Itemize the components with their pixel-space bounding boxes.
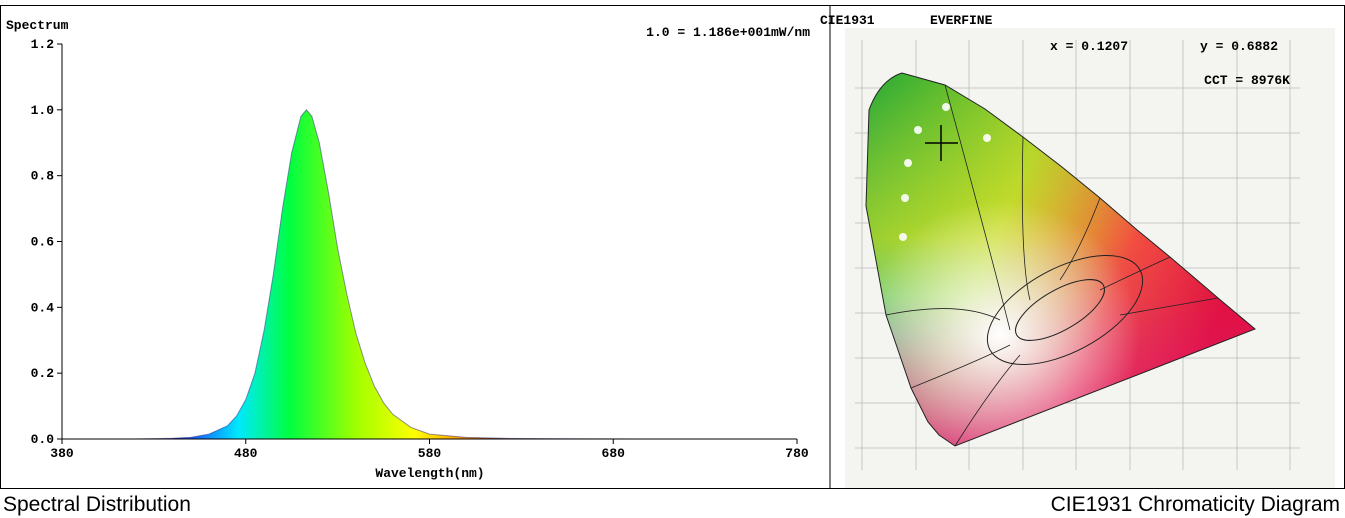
x-coordinate: x = 0.1207	[1050, 39, 1128, 54]
y-tick-label: 0.2	[31, 366, 55, 381]
caption: Spectral Distribution	[3, 493, 191, 516]
spectrum-chart: Spectrum 1.0 = 1.186e+001mW/nm Wavelengt…	[6, 18, 810, 481]
caption: CIE1931 Chromaticity Diagram	[1051, 493, 1340, 516]
x-tick-label: 380	[50, 446, 74, 461]
annotation: 1.0 = 1.186e+001mW/nm	[646, 25, 810, 40]
y-tick-label: 1.0	[31, 103, 55, 118]
cie-title: CIE1931	[820, 13, 875, 28]
x-tick-label: 580	[418, 446, 442, 461]
chromaticity-cross	[925, 125, 958, 161]
y-tick-label: 0.4	[31, 300, 55, 315]
y-coordinate: y = 0.6882	[1200, 39, 1278, 54]
y-tick-label: 0.6	[31, 235, 55, 250]
y-tick-label: 0.8	[31, 169, 55, 184]
cie-panel: CIE1931 EVERFINE x = 0.1207 y = 0.6882 C…	[820, 13, 1335, 488]
spectrum-fill	[62, 109, 797, 440]
x-axis-label: Wavelength(nm)	[375, 466, 484, 481]
cct: CCT = 8976K	[1204, 73, 1290, 88]
x-tick-label: 480	[234, 446, 258, 461]
spectrum-line	[62, 109, 797, 440]
cie-brand: EVERFINE	[930, 13, 993, 28]
x-tick-label: 780	[785, 446, 809, 461]
y-tick-label: 0.0	[31, 432, 55, 447]
y-axis-label: Spectrum	[6, 18, 69, 33]
y-tick-label: 1.2	[31, 37, 55, 52]
x-tick-label: 680	[602, 446, 626, 461]
